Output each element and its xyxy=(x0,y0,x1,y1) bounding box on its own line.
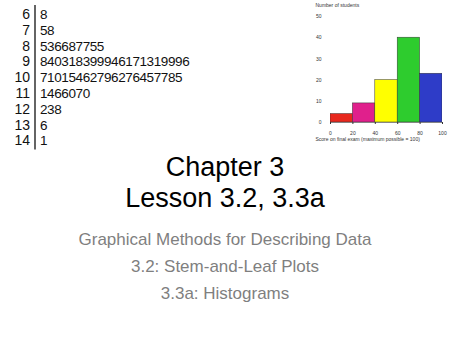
svg-text:1: 1 xyxy=(40,133,47,148)
svg-text:10: 10 xyxy=(316,98,322,104)
svg-text:71015462796276457785: 71015462796276457785 xyxy=(40,70,182,85)
svg-text:Lesson 3.2, 3.3a: Lesson 3.2, 3.3a xyxy=(125,183,326,213)
svg-text:8: 8 xyxy=(40,7,47,22)
svg-text:7: 7 xyxy=(22,22,30,38)
svg-text:10: 10 xyxy=(14,69,30,85)
svg-text:80: 80 xyxy=(417,130,423,137)
svg-text:50: 50 xyxy=(316,13,322,19)
svg-text:Score on final exam (maximum p: Score on final exam (maximum possible = … xyxy=(316,136,421,142)
svg-text:40: 40 xyxy=(316,34,322,40)
svg-text:238: 238 xyxy=(40,102,61,117)
svg-text:13: 13 xyxy=(14,117,30,133)
svg-text:58: 58 xyxy=(40,23,54,38)
svg-text:0: 0 xyxy=(319,119,322,125)
svg-text:6: 6 xyxy=(22,6,30,22)
svg-text:60: 60 xyxy=(394,130,401,137)
svg-text:Chapter 3: Chapter 3 xyxy=(166,152,285,182)
svg-text:12: 12 xyxy=(14,101,30,117)
svg-text:0: 0 xyxy=(329,130,332,137)
svg-text:840318399946171319996: 840318399946171319996 xyxy=(40,54,189,69)
svg-text:20: 20 xyxy=(316,77,322,83)
svg-text:Graphical Methods for Describi: Graphical Methods for Describing Data xyxy=(79,230,372,249)
svg-text:3.2: Stem-and-Leaf Plots: 3.2: Stem-and-Leaf Plots xyxy=(131,257,319,276)
svg-text:536687755: 536687755 xyxy=(40,39,104,54)
svg-text:9: 9 xyxy=(22,53,30,69)
svg-text:3.3a: Histograms: 3.3a: Histograms xyxy=(161,284,290,303)
svg-text:Number of students: Number of students xyxy=(316,2,360,8)
svg-text:8: 8 xyxy=(22,38,30,54)
svg-text:40: 40 xyxy=(372,130,379,137)
svg-text:30: 30 xyxy=(316,56,322,62)
svg-text:14: 14 xyxy=(14,132,30,148)
svg-text:1466070: 1466070 xyxy=(40,86,90,101)
svg-text:6: 6 xyxy=(40,118,47,133)
svg-text:100: 100 xyxy=(438,130,447,136)
svg-text:11: 11 xyxy=(15,85,30,101)
svg-text:20: 20 xyxy=(350,130,356,137)
